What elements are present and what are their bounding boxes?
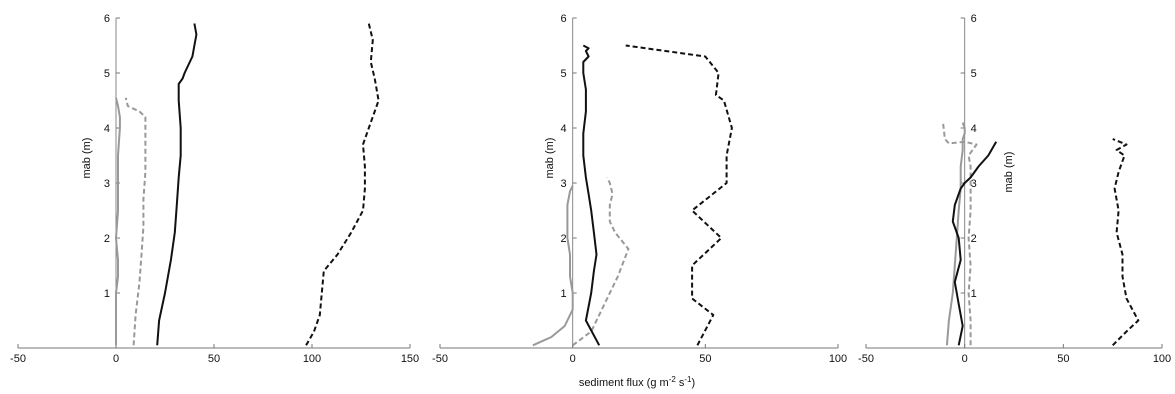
panel-left: -50 0 50 100 150 1 2 3 4 5 6 mab (m) bbox=[10, 13, 419, 365]
x-tick-label: 0 bbox=[570, 353, 576, 365]
y-axis-title: mab (m) bbox=[544, 138, 556, 179]
series-line-gray-dashed bbox=[942, 122, 978, 346]
series-line-black-solid bbox=[951, 141, 998, 346]
x-tick-label: -50 bbox=[858, 353, 874, 365]
panel-right: -50 0 50 100 1 2 3 4 5 6 mab (m) bbox=[858, 13, 1171, 365]
series-line-black-dashed bbox=[1111, 138, 1140, 347]
x-tick-label: 50 bbox=[1057, 353, 1069, 365]
y-tick-label: 3 bbox=[561, 178, 567, 190]
y-tick-label: 3 bbox=[971, 178, 977, 190]
y-tick-label: 6 bbox=[561, 13, 567, 25]
y-tick-label: 3 bbox=[104, 178, 110, 190]
y-tick-label: 6 bbox=[104, 13, 110, 25]
x-tick-label: 100 bbox=[1153, 353, 1171, 365]
series-line-black-dashed bbox=[625, 44, 733, 346]
y-axis-title: mab (m) bbox=[81, 138, 93, 179]
y-tick-label: 5 bbox=[561, 68, 567, 80]
x-tick-label: 100 bbox=[303, 353, 321, 365]
x-tick-label: 0 bbox=[113, 353, 119, 365]
series-line-gray-solid bbox=[532, 185, 574, 347]
x-tick-label: -50 bbox=[432, 353, 448, 365]
series-line-gray-dashed bbox=[572, 177, 630, 347]
y-tick-label: 2 bbox=[971, 233, 977, 245]
y-tick-label: 5 bbox=[104, 68, 110, 80]
y-tick-label: 1 bbox=[561, 288, 567, 300]
y-tick-label: 1 bbox=[104, 288, 110, 300]
x-tick-label: 150 bbox=[401, 353, 419, 365]
shared-x-axis-title: sediment flux (g m-2 s-1) bbox=[579, 375, 695, 389]
x-tick-label: -50 bbox=[10, 353, 26, 365]
series-line-black-solid bbox=[582, 44, 601, 346]
y-tick-label: 4 bbox=[561, 123, 567, 135]
y-tick-label: 4 bbox=[104, 123, 110, 135]
y-tick-label: 5 bbox=[971, 68, 977, 80]
x-tick-label: 50 bbox=[208, 353, 220, 365]
series-line-gray-dashed bbox=[124, 97, 147, 346]
x-tick-label: 100 bbox=[829, 353, 847, 365]
y-tick-label: 2 bbox=[561, 233, 567, 245]
y-tick-label: 6 bbox=[971, 13, 977, 25]
y-tick-label: 2 bbox=[104, 233, 110, 245]
x-tick-label: 50 bbox=[699, 353, 711, 365]
y-axis-title: mab (m) bbox=[1003, 152, 1015, 193]
series-line-black-dashed bbox=[305, 23, 380, 346]
series-line-gray-solid bbox=[945, 122, 966, 346]
x-tick-label: 0 bbox=[962, 353, 968, 365]
y-tick-label: 4 bbox=[971, 123, 977, 135]
y-tick-label: 1 bbox=[971, 288, 977, 300]
series-line-black-solid bbox=[156, 23, 198, 346]
panel-middle: -50 0 50 100 1 2 3 4 5 6 mab (m) bbox=[432, 13, 847, 365]
series-line-gray-solid bbox=[115, 97, 121, 346]
